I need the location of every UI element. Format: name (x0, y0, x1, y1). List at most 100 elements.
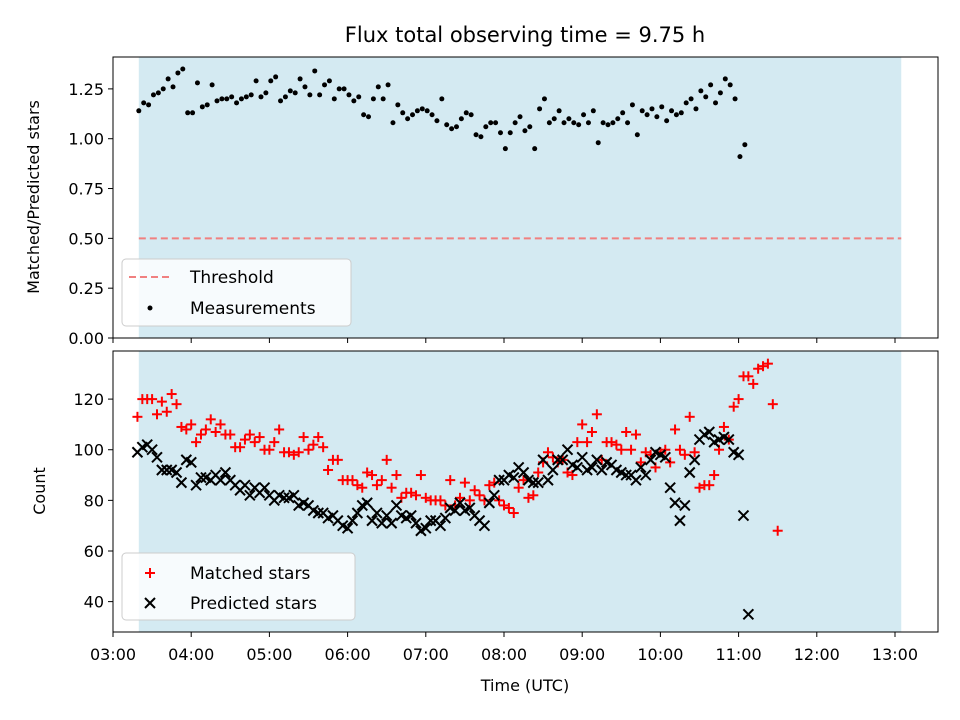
measurement-point (307, 92, 313, 98)
measurement-point (341, 86, 347, 92)
matched-star-point (293, 447, 304, 458)
predicted-star-point (630, 474, 642, 486)
measurement-point (546, 120, 552, 126)
predicted-star-point (517, 466, 530, 479)
predicted-star-point (214, 474, 227, 486)
predicted-star-point (542, 474, 554, 486)
measurement-point (688, 96, 694, 102)
matched-star-point (205, 414, 216, 425)
x-tick-label: 09:00 (559, 645, 605, 664)
measurement-point (717, 90, 723, 96)
measurement-point (620, 110, 626, 116)
measurement-point (473, 132, 479, 138)
matched-star-point (391, 470, 402, 481)
matched-star-point (195, 429, 206, 440)
measurement-point (698, 88, 704, 94)
measurement-point (209, 82, 215, 88)
matched-star-point (582, 437, 593, 448)
matched-star-point (679, 449, 690, 460)
measurement-point (278, 98, 284, 104)
predicted-star-point (635, 461, 647, 474)
predicted-star-point (488, 489, 500, 502)
matched-star-point (689, 447, 700, 458)
matched-star-point (767, 399, 778, 410)
predicted-star-point (239, 479, 251, 491)
predicted-star-point (405, 509, 417, 522)
measurement-point (683, 100, 689, 106)
predicted-star-point (478, 519, 491, 532)
x-tick-label: 05:00 (246, 645, 292, 664)
top-ytick-label: 0.25 (68, 279, 104, 298)
predicted-star-point (576, 451, 588, 464)
measurement-point (502, 146, 508, 152)
legend-threshold-label: Threshold (189, 268, 274, 288)
matched-star-point (264, 444, 275, 455)
measurement-point (669, 108, 675, 114)
measurement-point (141, 100, 147, 106)
predicted-star-point (732, 449, 745, 461)
matched-star-point (332, 454, 343, 465)
measurement-point (664, 118, 670, 124)
measurement-point (610, 120, 616, 126)
measurement-point (390, 120, 396, 126)
matched-star-point (684, 411, 695, 422)
chart-title: Flux total observing time = 9.75 h (345, 23, 705, 47)
predicted-star-point (185, 456, 197, 469)
matched-star-point (459, 477, 470, 488)
predicted-star-point (170, 466, 183, 479)
measurement-point (253, 78, 259, 84)
top-ytick-label: 1.25 (68, 80, 104, 99)
measurement-point (708, 82, 714, 88)
measurement-point (326, 78, 332, 84)
predicted-star-point (644, 454, 657, 466)
measurement-point (419, 106, 425, 112)
predicted-star-point (361, 497, 373, 509)
measurement-point (370, 96, 376, 102)
matched-star-point (411, 490, 422, 501)
predicted-star-point (146, 444, 158, 456)
measurement-point (356, 94, 362, 100)
matched-star-point (772, 525, 783, 536)
measurement-point (410, 112, 416, 118)
matched-star-point (704, 480, 715, 491)
measurement-point (224, 96, 230, 102)
predicted-star-point (684, 466, 696, 479)
predicted-star-point (454, 497, 466, 509)
matched-star-point (215, 419, 226, 430)
matched-star-point (269, 437, 280, 448)
measurement-point (551, 116, 557, 122)
measurement-point (204, 102, 210, 108)
measurement-point (527, 124, 533, 130)
legend-measurements-label: Measurements (190, 299, 316, 319)
top-plot-frame (112, 56, 939, 339)
measurement-point (629, 102, 635, 108)
predicted-star-point (380, 509, 393, 522)
predicted-star-point (341, 522, 354, 534)
measurement-point (380, 96, 386, 102)
matched-star-point (718, 421, 729, 432)
top-ytick-label: 0.75 (68, 180, 104, 199)
predicted-star-point (596, 464, 608, 476)
predicted-star-point (351, 507, 364, 519)
measurement-point (248, 92, 254, 98)
measurement-point (297, 76, 303, 82)
measurement-point (497, 130, 503, 136)
x-tick-label: 07:00 (403, 645, 449, 664)
top-ytick-label: 0.00 (68, 329, 104, 348)
matched-star-point (577, 419, 588, 430)
matched-star-point (210, 427, 221, 438)
measurement-point (449, 126, 455, 132)
matched-star-point (674, 444, 685, 455)
predicted-star-point (508, 471, 520, 484)
matched-star-point (635, 457, 646, 468)
predicted-star-point (493, 474, 505, 486)
matched-star-point (572, 437, 583, 448)
matched-star-point (630, 429, 641, 440)
measurement-point (238, 96, 244, 102)
measurement-point (424, 108, 430, 114)
matched-star-point (670, 424, 681, 435)
measurement-point (517, 114, 523, 120)
measurement-point (234, 100, 240, 106)
predicted-star-point (552, 454, 564, 466)
